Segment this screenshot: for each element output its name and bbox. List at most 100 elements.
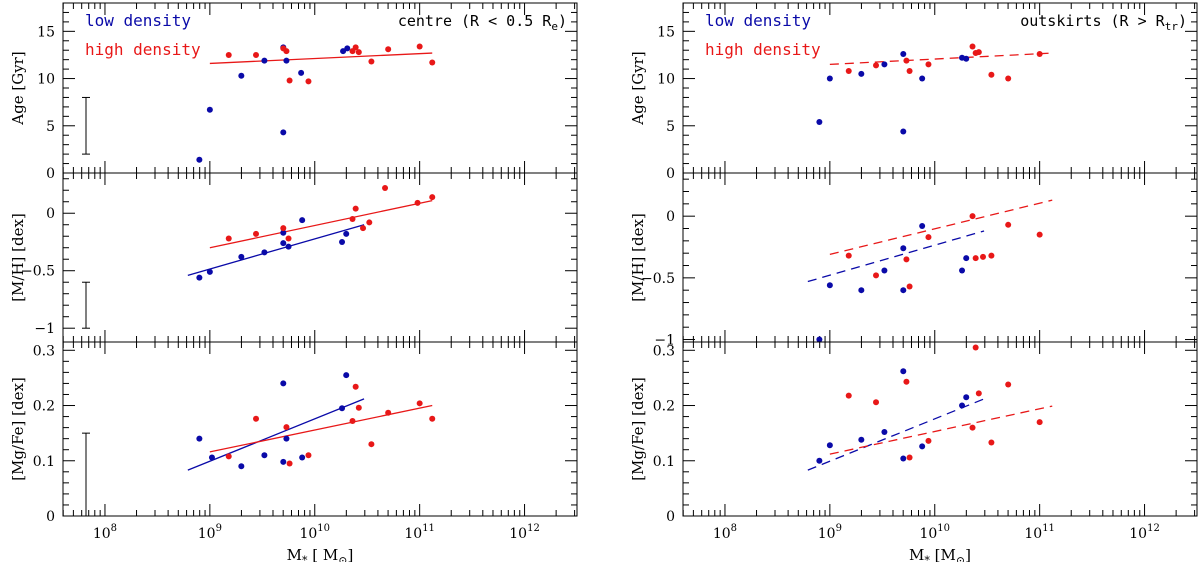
y-tick-label: 15 xyxy=(657,24,675,40)
data-point-low-density xyxy=(238,72,245,79)
data-point-high-density xyxy=(368,441,375,448)
data-point-high-density xyxy=(906,454,913,461)
subplot-left-1: −1 −0.5 0 [M/H] [dex] xyxy=(9,172,578,343)
data-point-high-density xyxy=(1036,231,1043,238)
fit-line-high-density xyxy=(829,405,1053,455)
data-point-high-density xyxy=(873,62,880,69)
y-axis-label: [Mg/Fe] [dex] xyxy=(629,377,647,481)
data-point-high-density xyxy=(385,409,392,416)
y-tick-label: 0.1 xyxy=(33,454,55,470)
data-point-high-density xyxy=(1005,75,1012,82)
data-point-low-density xyxy=(900,51,907,57)
x-tick-label: 1010 xyxy=(919,523,950,542)
data-point-high-density xyxy=(845,392,852,399)
data-point-low-density xyxy=(959,267,966,274)
data-point-high-density xyxy=(283,48,290,55)
data-point-high-density xyxy=(975,390,982,397)
data-point-high-density xyxy=(225,235,232,242)
data-point-low-density xyxy=(238,463,245,470)
y-tick-label: 0 xyxy=(666,209,675,225)
y-tick-label: 0 xyxy=(666,166,675,182)
fit-line-high-density xyxy=(209,404,433,453)
data-point-high-density xyxy=(225,453,232,460)
data-point-low-density xyxy=(344,45,351,52)
data-point-low-density xyxy=(261,249,268,256)
data-point-low-density xyxy=(208,454,215,461)
data-point-low-density xyxy=(919,223,926,230)
data-point-low-density xyxy=(343,230,350,237)
legend-entry: high density xyxy=(705,40,821,59)
data-point-low-density xyxy=(959,402,966,409)
legend-entry: low density xyxy=(705,11,811,30)
y-tick-label: 10 xyxy=(37,72,55,88)
y-axis-label: [M/H] [dex] xyxy=(9,213,27,302)
data-point-high-density xyxy=(925,234,932,241)
data-point-high-density xyxy=(975,49,982,56)
data-point-low-density xyxy=(280,458,287,465)
x-tick-label: 108 xyxy=(713,523,737,542)
data-point-high-density xyxy=(429,194,436,201)
fit-line-high-density xyxy=(829,199,1053,256)
x-tick-label: 1011 xyxy=(404,523,435,542)
y-tick-label: 0.2 xyxy=(33,399,55,415)
data-point-high-density xyxy=(1005,221,1012,228)
fit-line-low-density xyxy=(807,398,985,471)
y-axis-label: [Mg/Fe] [dex] xyxy=(9,377,27,481)
data-point-high-density xyxy=(845,252,852,259)
data-point-high-density xyxy=(988,71,995,78)
data-point-high-density xyxy=(414,199,421,206)
y-tick-label: 0.3 xyxy=(33,343,55,359)
data-point-low-density xyxy=(900,455,907,462)
data-point-high-density xyxy=(845,68,852,74)
data-point-low-density xyxy=(280,240,287,247)
y-tick-label: 5 xyxy=(666,119,675,135)
data-point-high-density xyxy=(873,272,880,279)
data-point-low-density xyxy=(858,436,865,443)
data-point-low-density xyxy=(298,69,305,76)
y-tick-label: 0 xyxy=(46,166,55,182)
data-point-high-density xyxy=(305,452,312,459)
data-point-high-density xyxy=(429,59,436,66)
y-axis-label: Age [Gyr] xyxy=(629,51,647,125)
data-point-high-density xyxy=(1036,419,1043,426)
data-point-high-density xyxy=(352,383,359,390)
fit-line-high-density xyxy=(209,52,433,65)
data-point-low-density xyxy=(343,372,350,379)
subplot-frame xyxy=(62,341,578,517)
data-point-low-density xyxy=(826,75,833,82)
data-point-low-density xyxy=(900,287,907,294)
data-point-high-density xyxy=(925,61,932,68)
data-point-low-density xyxy=(919,75,926,82)
data-point-low-density xyxy=(339,405,346,412)
data-point-high-density xyxy=(972,344,979,351)
x-tick-label: 1012 xyxy=(1129,523,1160,542)
data-point-low-density xyxy=(900,245,907,252)
data-point-high-density xyxy=(969,43,976,50)
data-point-low-density xyxy=(963,255,970,262)
data-point-high-density xyxy=(988,439,995,446)
y-axis-label: Age [Gyr] xyxy=(9,51,27,125)
data-point-low-density xyxy=(206,106,213,113)
data-point-low-density xyxy=(196,274,203,281)
y-tick-label: 0 xyxy=(46,509,55,525)
data-point-high-density xyxy=(253,51,260,58)
data-point-high-density xyxy=(355,404,362,411)
data-point-low-density xyxy=(196,156,203,163)
data-point-low-density xyxy=(280,129,287,136)
data-point-high-density xyxy=(360,225,367,232)
data-point-high-density xyxy=(253,415,260,422)
data-point-high-density xyxy=(1036,51,1043,57)
data-point-low-density xyxy=(900,368,907,375)
data-point-high-density xyxy=(368,58,375,65)
panel-right: 0 5 10 15 Age [Gyr] −1 −0.5 0 [M/H] [dex] 0 0.1 0.2… xyxy=(629,2,1198,562)
data-point-low-density xyxy=(280,380,287,387)
data-point-low-density xyxy=(339,238,346,245)
data-point-low-density xyxy=(900,128,907,135)
y-tick-label: 0.1 xyxy=(653,454,675,470)
x-axis-label: M* [M⊙] xyxy=(909,546,971,562)
data-point-low-density xyxy=(261,452,268,459)
data-point-low-density xyxy=(280,229,287,236)
x-tick-label: 109 xyxy=(818,523,842,542)
subplot-right-1: −1 −0.5 0 [M/H] [dex] xyxy=(629,172,1198,349)
